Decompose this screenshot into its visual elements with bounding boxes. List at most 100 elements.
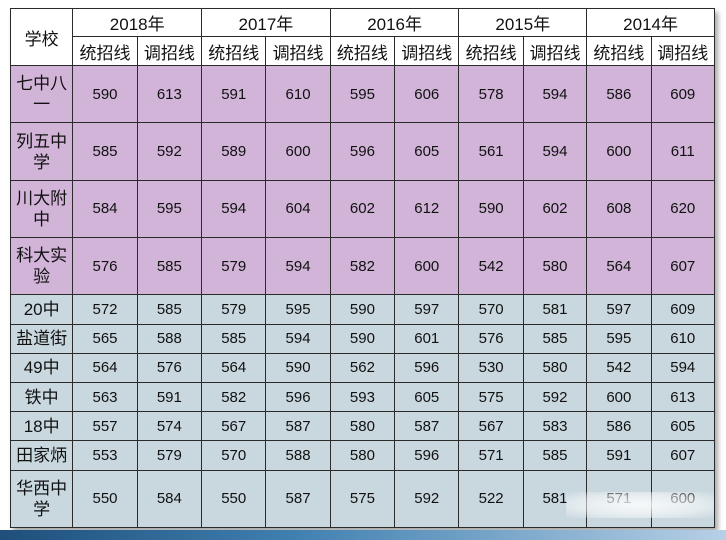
sub-header-unified: 统招线 xyxy=(458,36,524,66)
school-name-cell: 七中八一 xyxy=(9,64,74,124)
adjusted-score-cell: 607 xyxy=(650,237,715,296)
adjusted-score-cell: 596 xyxy=(394,440,460,471)
unified-score-cell: 597 xyxy=(586,294,652,325)
year-header: 2015年 xyxy=(458,8,588,37)
adjusted-score-cell: 581 xyxy=(522,294,588,325)
unified-score-cell: 561 xyxy=(458,122,524,181)
unified-score-cell: 550 xyxy=(201,469,267,529)
table-row: 华西中学 550 584 550 587 575 592 522 581 571 600 xyxy=(9,469,715,529)
table-row: 列五中学 585 592 589 600 596 605 561 594 600 611 xyxy=(9,122,715,181)
adjusted-score-cell: 585 xyxy=(522,440,588,471)
sub-header-unified: 统招线 xyxy=(72,36,138,66)
adjusted-score-cell: 600 xyxy=(265,122,331,181)
adjusted-score-cell: 583 xyxy=(522,411,588,442)
table-row: 川大附中 584 595 594 604 602 612 590 602 608 620 xyxy=(9,179,715,239)
adjusted-score-cell: 605 xyxy=(394,122,460,181)
unified-score-cell: 582 xyxy=(329,237,396,296)
unified-score-cell: 600 xyxy=(586,122,652,181)
school-name-cell: 铁中 xyxy=(9,381,74,413)
adjusted-score-cell: 594 xyxy=(265,323,331,354)
table-row: 七中八一 590 613 591 610 595 606 578 594 586 609 xyxy=(9,64,715,124)
adjusted-score-cell: 601 xyxy=(394,323,460,354)
unified-score-cell: 571 xyxy=(458,440,524,471)
school-name-cell: 盐道街 xyxy=(9,323,74,354)
adjusted-score-cell: 585 xyxy=(136,294,203,325)
adjusted-score-cell: 588 xyxy=(265,440,331,471)
unified-score-cell: 570 xyxy=(201,440,267,471)
adjusted-score-cell: 610 xyxy=(650,323,715,354)
sub-header-adjusted: 调招线 xyxy=(650,36,715,66)
adjusted-score-cell: 609 xyxy=(650,64,715,124)
unified-score-cell: 584 xyxy=(72,179,138,239)
adjusted-score-cell: 585 xyxy=(136,237,203,296)
sub-header-unified: 统招线 xyxy=(329,36,396,66)
adjusted-score-cell: 605 xyxy=(394,381,460,413)
unified-score-cell: 576 xyxy=(72,237,138,296)
decorative-bottom-stripe xyxy=(0,530,726,540)
sub-header-unified: 统招线 xyxy=(586,36,652,66)
school-name-cell: 华西中学 xyxy=(9,469,74,529)
unified-score-cell: 522 xyxy=(458,469,524,529)
unified-score-cell: 572 xyxy=(72,294,138,325)
unified-score-cell: 567 xyxy=(458,411,524,442)
unified-score-cell: 593 xyxy=(329,381,396,413)
unified-score-cell: 557 xyxy=(72,411,138,442)
adjusted-score-cell: 579 xyxy=(136,440,203,471)
sub-header-adjusted: 调招线 xyxy=(136,36,203,66)
adjusted-score-cell: 595 xyxy=(136,179,203,239)
adjusted-score-cell: 587 xyxy=(265,411,331,442)
sub-header-adjusted: 调招线 xyxy=(394,36,460,66)
unified-score-cell: 550 xyxy=(72,469,138,529)
school-name-cell: 20中 xyxy=(9,294,74,325)
adjusted-score-cell: 592 xyxy=(522,381,588,413)
unified-score-cell: 582 xyxy=(201,381,267,413)
adjusted-score-cell: 612 xyxy=(394,179,460,239)
school-name-cell: 49中 xyxy=(9,352,74,384)
school-name-cell: 18中 xyxy=(9,411,74,442)
school-name-cell: 列五中学 xyxy=(9,122,74,181)
unified-score-cell: 595 xyxy=(329,64,396,124)
table-row: 科大实验 576 585 579 594 582 600 542 580 564 607 xyxy=(9,237,715,296)
adjusted-score-cell: 595 xyxy=(265,294,331,325)
unified-score-cell: 600 xyxy=(586,381,652,413)
unified-score-cell: 591 xyxy=(586,440,652,471)
unified-score-cell: 565 xyxy=(72,323,138,354)
admission-score-table: 学校 2018年 2017年 2016年 2015年 2014年 统招线 调招线… xyxy=(9,8,715,529)
adjusted-score-cell: 600 xyxy=(650,469,715,529)
adjusted-score-cell: 594 xyxy=(265,237,331,296)
adjusted-score-cell: 607 xyxy=(650,440,715,471)
unified-score-cell: 595 xyxy=(586,323,652,354)
year-header: 2014年 xyxy=(586,8,715,37)
unified-score-cell: 590 xyxy=(72,64,138,124)
adjusted-score-cell: 611 xyxy=(650,122,715,181)
sub-header-adjusted: 调招线 xyxy=(265,36,331,66)
unified-score-cell: 530 xyxy=(458,352,524,384)
adjusted-score-cell: 584 xyxy=(136,469,203,529)
table-row: 20中 572 585 579 595 590 597 570 581 597 609 xyxy=(9,294,715,325)
unified-score-cell: 564 xyxy=(586,237,652,296)
unified-score-cell: 591 xyxy=(201,64,267,124)
unified-score-cell: 586 xyxy=(586,64,652,124)
adjusted-score-cell: 592 xyxy=(394,469,460,529)
adjusted-score-cell: 610 xyxy=(265,64,331,124)
table-row: 铁中 563 591 582 596 593 605 575 592 600 613 xyxy=(9,381,715,413)
unified-score-cell: 590 xyxy=(329,294,396,325)
unified-score-cell: 608 xyxy=(586,179,652,239)
school-column-header: 学校 xyxy=(9,8,74,66)
adjusted-score-cell: 587 xyxy=(394,411,460,442)
adjusted-score-cell: 613 xyxy=(650,381,715,413)
unified-score-cell: 571 xyxy=(586,469,652,529)
unified-score-cell: 567 xyxy=(201,411,267,442)
adjusted-score-cell: 587 xyxy=(265,469,331,529)
adjusted-score-cell: 580 xyxy=(522,352,588,384)
table-row: 49中 564 576 564 590 562 596 530 580 542 594 xyxy=(9,352,715,384)
year-header: 2016年 xyxy=(329,8,460,37)
adjusted-score-cell: 596 xyxy=(394,352,460,384)
unified-score-cell: 596 xyxy=(329,122,396,181)
unified-score-cell: 553 xyxy=(72,440,138,471)
adjusted-score-cell: 613 xyxy=(136,64,203,124)
adjusted-score-cell: 574 xyxy=(136,411,203,442)
adjusted-score-cell: 609 xyxy=(650,294,715,325)
unified-score-cell: 590 xyxy=(458,179,524,239)
adjusted-score-cell: 620 xyxy=(650,179,715,239)
